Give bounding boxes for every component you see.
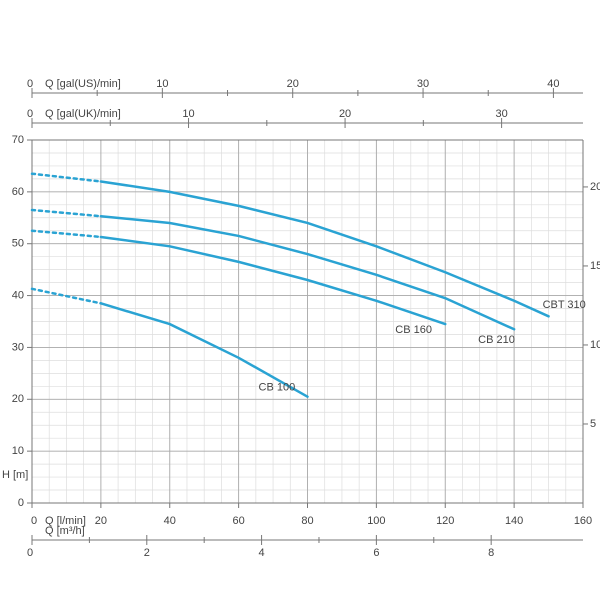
curve-extrapolated: [30, 172, 103, 183]
tick-label: 0: [27, 78, 33, 90]
x-tick-label: 100: [367, 515, 385, 527]
y-tick-label: 60: [12, 186, 24, 198]
tick-label: 10: [156, 78, 168, 90]
y2-tick-label: 5: [590, 418, 596, 430]
tick-label: 4: [259, 547, 265, 559]
axis-title: Q [gal(UK)/min]: [45, 108, 121, 120]
tick-label: 6: [373, 547, 379, 559]
y-tick-label: 0: [18, 497, 24, 509]
curve: [99, 214, 516, 331]
curve: [99, 180, 550, 318]
curve: [99, 235, 447, 326]
tick-label: 2: [144, 547, 150, 559]
x-tick-label: 140: [505, 515, 523, 527]
tick-label: 0: [27, 547, 33, 559]
curve-label: CB 160: [395, 324, 432, 336]
x-tick-label: 0: [31, 515, 37, 527]
tick-label: 40: [547, 78, 559, 90]
tick-label: 20: [287, 78, 299, 90]
axis-title: Q [m³/h]: [45, 525, 85, 537]
tick-label: 8: [488, 547, 494, 559]
x-tick-label: 80: [301, 515, 313, 527]
curve-extrapolated: [30, 229, 103, 239]
curve: [99, 302, 309, 398]
y-tick-label: 50: [12, 238, 24, 250]
tick-label: 30: [495, 108, 507, 120]
tick-label: 10: [182, 108, 194, 120]
axis-title: Q [gal(US)/min]: [45, 78, 121, 90]
y2-tick-label: 15: [590, 260, 600, 272]
x-tick-label: 120: [436, 515, 454, 527]
x-tick-label: 60: [233, 515, 245, 527]
y-axis-title: H [m]: [2, 469, 28, 481]
tick-label: 0: [27, 108, 33, 120]
curve-extrapolated: [30, 287, 103, 305]
curve-extrapolated: [30, 208, 103, 218]
x-tick-label: 160: [574, 515, 592, 527]
x-tick-label: 40: [164, 515, 176, 527]
y-tick-label: 40: [12, 289, 24, 301]
y2-tick-label: 10: [590, 339, 600, 351]
y2-tick-label: 20: [590, 181, 600, 193]
tick-label: 20: [339, 108, 351, 120]
curve-label: CBT 310: [543, 299, 586, 311]
y-tick-label: 10: [12, 445, 24, 457]
tick-label: 30: [417, 78, 429, 90]
curve-label: CB 210: [478, 334, 515, 346]
y-tick-label: 70: [12, 134, 24, 146]
x-axis-title: Q [l/min]: [45, 515, 86, 527]
curve-label: CB 100: [259, 382, 296, 394]
x-tick-label: 20: [95, 515, 107, 527]
y-tick-label: 30: [12, 341, 24, 353]
y-tick-label: 20: [12, 393, 24, 405]
